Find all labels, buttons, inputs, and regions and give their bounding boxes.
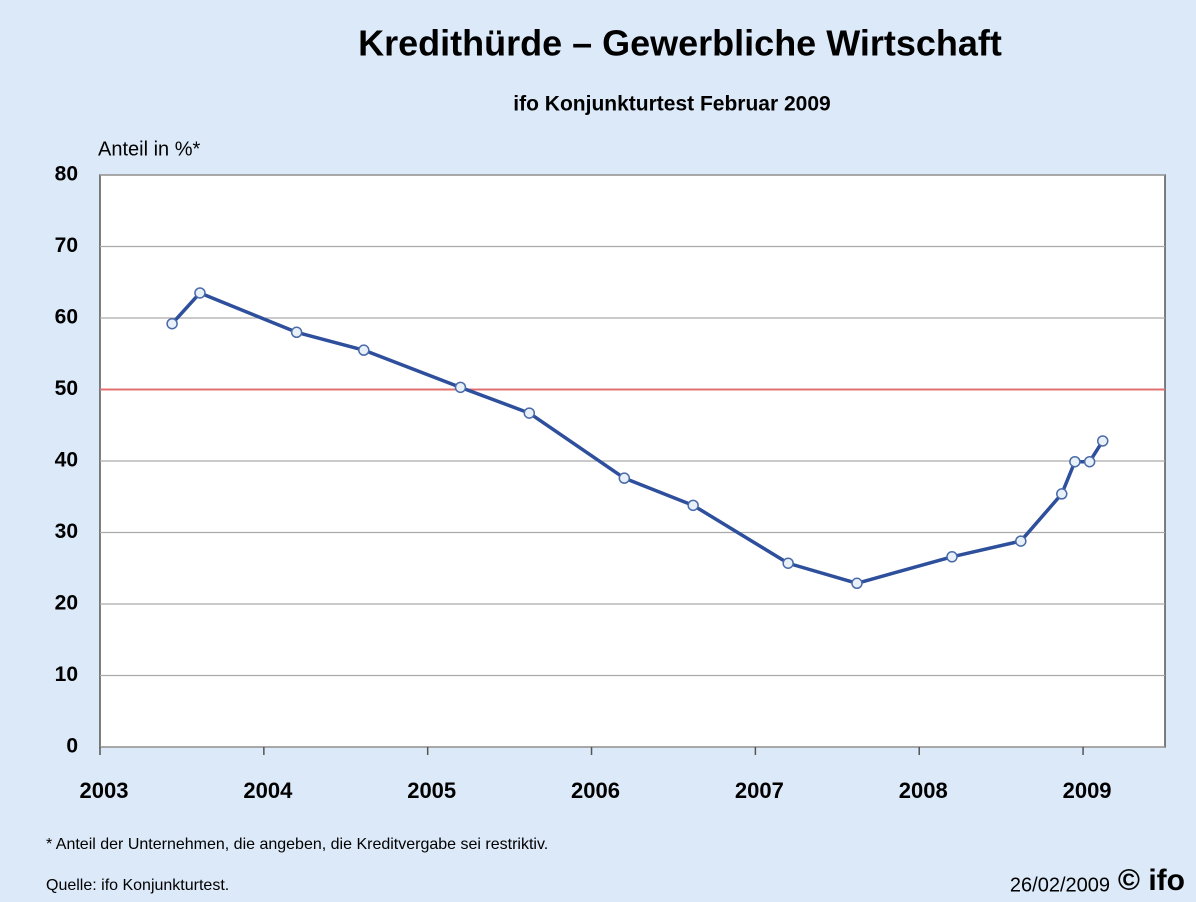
x-tick-label: 2005 [407,778,456,803]
y-tick-label: 60 [55,306,78,329]
source: Quelle: ifo Konjunkturtest. [46,877,229,894]
y-tick-label: 10 [55,663,78,686]
point [946,551,958,563]
x-tick-label: 2004 [243,778,293,803]
logo: © ifo [1118,864,1185,897]
y-tick-label: 20 [55,592,78,615]
point [454,381,467,394]
y-axis-label: Anteil in %* [98,138,200,160]
point [1096,435,1109,447]
y-tick-label: 80 [55,163,78,186]
point [1056,488,1068,500]
chart-title: Kredithürde – Gewerbliche Wirtschaft [358,23,1002,64]
point [687,499,699,512]
x-tick-label: 2006 [571,778,620,803]
date: 26/02/2009 [1010,874,1110,896]
point [782,557,794,569]
y-tick-label: 40 [55,449,78,472]
point [523,407,536,419]
point [194,287,206,299]
x-tick-label: 2007 [735,778,784,803]
x-tick-label: 2003 [80,778,129,803]
point [1015,535,1027,547]
y-tick-label: 70 [55,234,78,257]
point [166,317,178,330]
line [170,291,1105,586]
point [851,577,863,590]
x-tick-label: 2008 [899,778,948,803]
y-tick-label: 0 [66,735,78,758]
point [358,344,370,356]
y-tick-label: 50 [55,377,78,400]
point [1069,455,1081,468]
x-tick-label: 2009 [1063,778,1112,803]
point [618,472,631,484]
footnote: * Anteil der Unternehmen, die angeben, d… [46,836,548,853]
chart-subtitle: ifo Konjunkturtest Februar 2009 [513,93,830,116]
y-tick-label: 30 [55,520,78,543]
point [1083,455,1096,468]
point [290,326,303,339]
